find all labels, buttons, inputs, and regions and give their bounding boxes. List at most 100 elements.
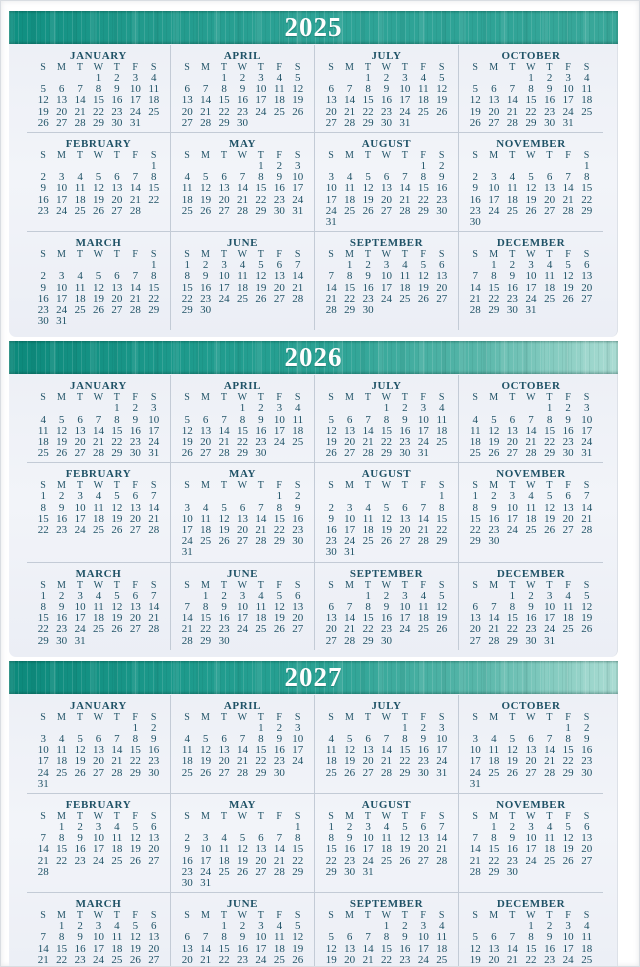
date-cell: 29 <box>92 116 104 129</box>
date-cell: 28 <box>344 634 356 647</box>
date-cell: 2 <box>346 820 353 833</box>
month-title: JANUARY <box>70 699 127 712</box>
month-january-2025: JANUARY S M T W T F S 1 2 3 4 5 6 7 8 9 10 11 12 13 14 15 16 17 1… <box>27 45 171 134</box>
date-cell: 21 <box>581 512 593 525</box>
date-cell: 24 <box>581 436 593 449</box>
date-cell: 21 <box>544 755 556 768</box>
weekday-header: W <box>93 810 104 822</box>
weekday-header: T <box>113 480 121 492</box>
date-cell: 3 <box>295 160 301 173</box>
date-cell: 23 <box>506 854 518 867</box>
weekday-header: W <box>381 711 392 723</box>
date-cell: 7 <box>583 490 590 503</box>
month-august-2025: AUGUST S M T W T F S 1 2 3 4 5 6 7 8 9 10 11 12 13 14 15 16 17 18… <box>315 133 459 233</box>
date-cell: 3 <box>528 820 534 833</box>
date-cell: 24 <box>37 766 49 779</box>
date-cell: 6 <box>546 171 553 184</box>
weekday-header: T <box>364 579 372 591</box>
date-cell: 17 <box>200 854 212 867</box>
date-cell: 8 <box>184 270 190 283</box>
date-cell: 2 <box>258 402 264 415</box>
date-cell: 7 <box>509 83 516 96</box>
weekday-header: S <box>150 711 157 723</box>
weekday-header: T <box>546 150 553 162</box>
date-cell: 3 <box>258 920 264 933</box>
date-cell: 8 <box>276 501 283 514</box>
weekday-header: W <box>237 62 248 73</box>
date-cell: 3 <box>565 920 571 933</box>
weekday-header: T <box>509 480 516 492</box>
date-cell: 10 <box>255 931 267 944</box>
date-cell: 10 <box>129 83 141 96</box>
date-cell: 18 <box>92 512 104 525</box>
date-cell: 5 <box>276 589 283 602</box>
date-cell: 1 <box>528 920 534 933</box>
date-cell: 17 <box>181 524 193 537</box>
date-cell: 27 <box>74 447 86 460</box>
weekday-header: S <box>294 810 301 822</box>
date-cell: 1 <box>491 820 497 833</box>
weekday-header: T <box>76 392 84 404</box>
date-cell: 17 <box>255 94 267 107</box>
date-cell: 18 <box>417 94 429 107</box>
weekday-header: T <box>401 150 409 162</box>
date-cell: 9 <box>114 83 120 96</box>
date-cell: 13 <box>544 182 556 195</box>
date-cell: 5 <box>528 171 534 184</box>
date-cell: 16 <box>37 193 49 206</box>
weekday-header: T <box>546 249 553 261</box>
weekday-header: F <box>132 249 139 261</box>
date-cell: 30 <box>506 304 518 317</box>
weekday-header: M <box>345 579 355 591</box>
date-cell: 24 <box>200 865 212 878</box>
date-cell: 6 <box>202 413 209 426</box>
date-cell: 12 <box>255 270 267 283</box>
date-cell: 17 <box>74 612 86 625</box>
date-cell: 28 <box>436 854 448 867</box>
date-cell: 17 <box>488 193 500 206</box>
date-cell: 4 <box>346 171 353 184</box>
weekday-header: F <box>276 711 283 723</box>
date-cell: 11 <box>525 501 537 514</box>
date-cell: 21 <box>469 854 481 867</box>
day-grid: S M T W T F S 1 2 3 4 5 6 7 8 9 10 11 12 13 14 15 16 17 18 19 20 21… <box>322 580 451 647</box>
date-cell: 13 <box>148 832 160 845</box>
weekday-header: S <box>583 711 590 723</box>
date-cell: 11 <box>381 832 392 845</box>
date-cell: 25 <box>581 953 593 966</box>
date-cell: 20 <box>506 436 518 449</box>
date-cell: 25 <box>562 623 574 636</box>
day-grid: S M T W T F S 1 2 3 4 5 6 7 8 9 10 11 12 13 14 15 16 17 18 19 20 21… <box>466 910 596 966</box>
date-cell: 6 <box>132 589 139 602</box>
date-cell: 9 <box>258 413 264 426</box>
date-cell: 7 <box>258 501 264 514</box>
date-cell: 2 <box>509 259 516 272</box>
date-cell: 27 <box>56 116 68 129</box>
weekday-header: W <box>526 910 536 922</box>
weekday-header: T <box>364 480 372 492</box>
weekday-header: W <box>381 150 392 162</box>
date-cell: 5 <box>221 501 227 514</box>
date-cell: 13 <box>236 512 248 525</box>
date-cell: 1 <box>491 259 497 272</box>
weekday-header: S <box>294 150 301 162</box>
date-cell: 12 <box>218 512 230 525</box>
weekday-header: S <box>184 392 191 404</box>
weekday-header: S <box>40 711 47 723</box>
date-cell: 7 <box>202 83 209 96</box>
weekday-header: F <box>565 910 572 922</box>
day-grid: S M T W T F S 1 2 3 4 5 6 7 8 9 10 11 12 13 14 15 16 17 18 19 20 21… <box>322 480 451 558</box>
date-cell: 28 <box>488 634 500 647</box>
date-cell: 13 <box>56 94 68 107</box>
weekday-header: S <box>40 910 47 922</box>
date-cell: 17 <box>74 512 86 525</box>
date-cell: 20 <box>562 512 574 525</box>
date-cell: 25 <box>273 953 285 966</box>
date-cell: 12 <box>74 744 86 757</box>
date-cell: 23 <box>111 105 123 118</box>
weekday-header: W <box>237 810 248 822</box>
weekday-header: S <box>583 150 590 162</box>
date-cell: 19 <box>417 281 429 294</box>
date-cell: 11 <box>399 270 411 283</box>
weekday-header: S <box>150 392 157 404</box>
